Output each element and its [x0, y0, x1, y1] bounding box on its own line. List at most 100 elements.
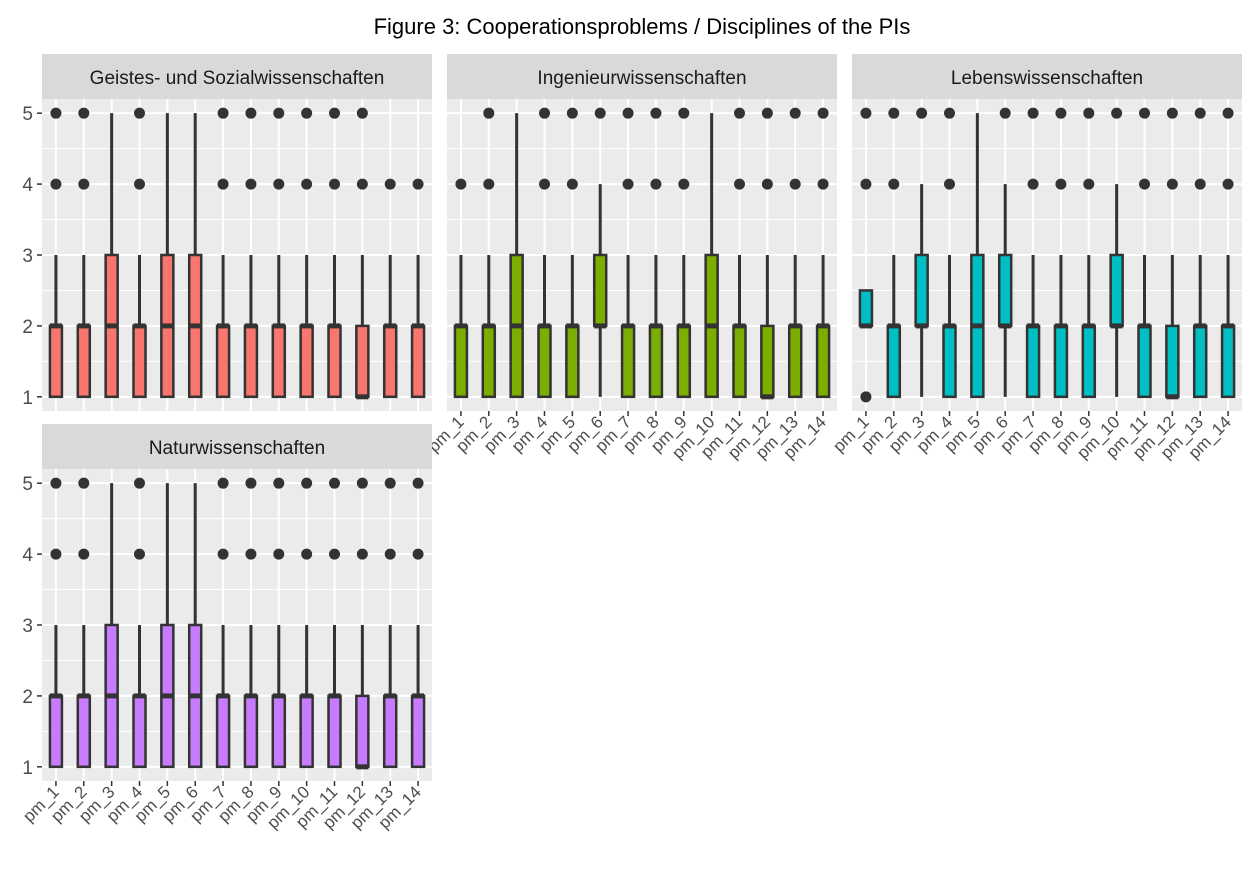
box-pm_14	[815, 324, 831, 399]
outlier-point	[329, 178, 340, 190]
y-tick-label: 2	[22, 687, 33, 708]
y-tick-label: 4	[22, 545, 33, 566]
y-tick-label: 1	[22, 388, 33, 409]
box-pm_8	[243, 694, 259, 769]
outlier-point	[384, 548, 396, 560]
outlier-point	[566, 178, 578, 190]
box-pm_14	[1220, 324, 1236, 399]
outlier-point	[1027, 107, 1039, 119]
outlier-point	[134, 178, 145, 190]
outlier-point	[412, 178, 424, 190]
outlier-point	[650, 178, 662, 190]
facet-strip-label: Ingenieurwissenschaften	[537, 68, 746, 89]
outlier-point	[356, 548, 368, 560]
outlier-point	[301, 548, 313, 560]
outlier-point	[916, 107, 928, 119]
outlier-point	[356, 477, 368, 489]
facet-strip-label: Geistes- und Sozialwissenschaften	[90, 68, 385, 89]
outlier-point	[384, 178, 396, 190]
outlier-point	[217, 548, 229, 560]
y-tick-label: 5	[22, 474, 33, 495]
y-tick-label: 3	[22, 246, 33, 267]
box-pm_8	[243, 324, 259, 399]
facet-panels: Geistes- und Sozialwissenschaften 1 2 3 4 5 In…	[19, 54, 1242, 833]
box-pm_1	[48, 694, 64, 769]
outlier-point	[301, 477, 313, 489]
outlier-point	[860, 391, 872, 403]
box-pm_3	[914, 253, 929, 328]
outlier-point	[78, 477, 90, 489]
outlier-point	[944, 178, 955, 190]
box-pm_2	[76, 324, 92, 399]
outlier-point	[384, 477, 396, 489]
outlier-point	[50, 178, 62, 190]
box-pm_7	[1025, 324, 1041, 399]
facet-strip-3	[852, 54, 1242, 99]
box-pm_1	[858, 289, 874, 328]
outlier-point	[761, 107, 773, 119]
outlier-point	[412, 548, 424, 560]
box-pm_9	[271, 324, 287, 399]
outlier-point	[78, 548, 90, 560]
box-pm_9	[676, 324, 692, 399]
outlier-point	[1055, 178, 1067, 190]
y-tick-label: 3	[22, 616, 33, 637]
outlier-point	[1166, 107, 1178, 119]
outlier-point	[650, 107, 662, 119]
outlier-point	[999, 107, 1011, 119]
outlier-point	[1055, 107, 1067, 119]
box-pm_8	[648, 324, 664, 399]
outlier-point	[245, 477, 257, 489]
outlier-point	[734, 107, 745, 119]
facet-strip-1	[42, 54, 432, 99]
box-pm_7	[215, 324, 231, 399]
outlier-point	[273, 178, 285, 190]
outlier-point	[594, 107, 606, 119]
box-pm_11	[327, 324, 342, 399]
box-pm_6	[997, 253, 1013, 328]
outlier-point	[1083, 107, 1095, 119]
outlier-point	[356, 178, 368, 190]
outlier-point	[134, 477, 145, 489]
outlier-point	[734, 178, 745, 190]
outlier-point	[566, 107, 578, 119]
outlier-point	[817, 107, 829, 119]
box-pm_11	[732, 324, 747, 399]
box-pm_2	[481, 324, 497, 399]
outlier-point	[483, 178, 495, 190]
outlier-point	[217, 477, 229, 489]
outlier-point	[678, 178, 690, 190]
outlier-point	[622, 178, 634, 190]
outlier-point	[329, 107, 340, 119]
box-pm_2	[76, 694, 92, 769]
outlier-point	[622, 107, 634, 119]
box-pm_8	[1053, 324, 1069, 399]
outlier-point	[817, 178, 829, 190]
outlier-point	[50, 548, 62, 560]
box-pm_10	[299, 324, 314, 399]
facet-strip-label: Naturwissenschaften	[149, 438, 325, 459]
y-tick-label: 4	[22, 175, 33, 196]
facet-strip-4	[42, 424, 432, 469]
box-pm_2	[886, 324, 902, 399]
outlier-point	[1111, 107, 1123, 119]
outlier-point	[1139, 178, 1150, 190]
box-pm_7	[215, 694, 231, 769]
chart-title: Figure 3: Cooperationsproblems / Discipl…	[374, 14, 911, 39]
outlier-point	[245, 178, 257, 190]
box-pm_5	[565, 324, 580, 399]
box-pm_11	[327, 694, 342, 769]
outlier-point	[789, 107, 801, 119]
outlier-point	[217, 178, 229, 190]
outlier-point	[944, 107, 955, 119]
outlier-point	[50, 477, 62, 489]
outlier-point	[329, 477, 340, 489]
box-pm_14	[410, 324, 426, 399]
box-pm_10	[299, 694, 314, 769]
outlier-point	[245, 107, 257, 119]
outlier-point	[273, 107, 285, 119]
box-pm_6	[592, 253, 608, 328]
outlier-point	[860, 178, 872, 190]
box-pm_9	[271, 694, 287, 769]
